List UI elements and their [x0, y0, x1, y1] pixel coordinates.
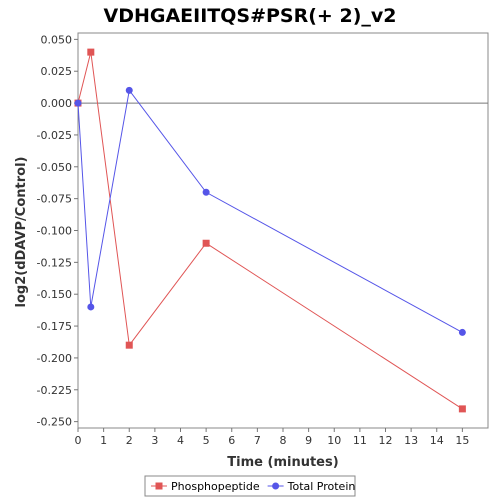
legend-label-total-protein: Total Protein	[287, 480, 356, 493]
y-tick-label: 0.025	[41, 65, 73, 78]
y-tick-label: 0.000	[41, 97, 73, 110]
data-point-total-protein	[87, 303, 95, 311]
data-point-total-protein	[202, 188, 210, 196]
x-tick-label: 5	[203, 434, 210, 447]
data-point-phosphopeptide	[458, 405, 466, 413]
x-axis-label: Time (minutes)	[227, 455, 338, 470]
x-tick-label: 7	[254, 434, 261, 447]
x-tick-label: 1	[100, 434, 107, 447]
x-tick-label: 14	[430, 434, 444, 447]
chart-title: VDHGAEIITQS#PSR(+ 2)_v2	[104, 5, 397, 27]
x-tick-label: 4	[177, 434, 184, 447]
x-tick-label: 3	[151, 434, 158, 447]
legend-marker-total-protein	[272, 482, 280, 490]
x-tick-label: 8	[280, 434, 287, 447]
data-point-total-protein	[458, 328, 466, 336]
y-tick-label: -0.200	[37, 352, 72, 365]
y-tick-label: -0.100	[37, 225, 72, 238]
data-point-phosphopeptide	[202, 239, 210, 247]
y-tick-label: -0.175	[37, 320, 72, 333]
x-tick-label: 10	[327, 434, 341, 447]
x-tick-label: 9	[305, 434, 312, 447]
legend-label-phosphopeptide: Phosphopeptide	[171, 480, 260, 493]
y-tick-label: -0.075	[37, 193, 72, 206]
x-tick-label: 12	[379, 434, 393, 447]
data-point-total-protein	[125, 86, 133, 94]
legend-box	[144, 475, 356, 497]
data-point-phosphopeptide	[125, 341, 133, 349]
x-tick-label: 2	[126, 434, 133, 447]
data-point-total-protein	[74, 99, 82, 107]
data-point-phosphopeptide	[87, 48, 95, 56]
x-tick-label: 13	[404, 434, 418, 447]
y-tick-label: -0.025	[37, 129, 72, 142]
legend: Phosphopeptide Total Protein	[144, 475, 356, 497]
y-tick-label: 0.050	[41, 33, 73, 46]
y-tick-label: -0.150	[37, 288, 72, 301]
x-tick-label: 15	[455, 434, 469, 447]
plot-area: 0.050 0.025 0.000 -0.025 -0.050 -0.075 -0.100 -…	[37, 32, 489, 447]
x-tick-label: 0	[75, 434, 82, 447]
y-tick-label: -0.225	[37, 384, 72, 397]
y-tick-label: -0.250	[37, 416, 72, 429]
x-tick-label: 6	[228, 434, 235, 447]
y-tick-label: -0.050	[37, 161, 72, 174]
plot-frame	[77, 32, 489, 429]
y-tick-label: -0.125	[37, 256, 72, 269]
x-tick-label: 11	[353, 434, 367, 447]
y-axis-label: log2(dDAVP/Control)	[14, 157, 29, 308]
legend-marker-phosphopeptide	[155, 482, 163, 490]
